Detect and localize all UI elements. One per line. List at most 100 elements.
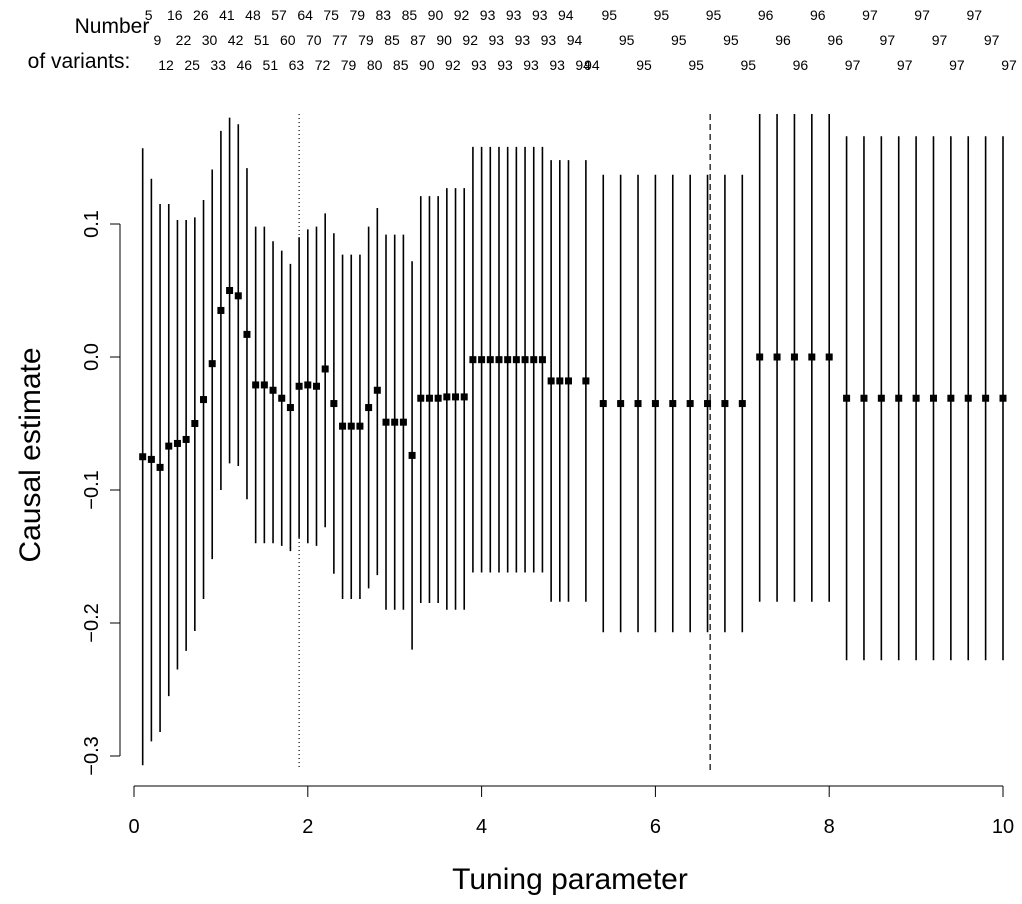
point-estimate-marker [877,394,885,402]
point-estimate-marker [478,356,486,364]
variant-count-label: 96 [827,32,843,48]
point-estimate-marker [947,394,955,402]
variant-count-label: 95 [654,7,670,23]
y-tick-label: 0.1 [81,210,103,238]
point-estimate-marker [669,400,677,408]
variant-count-label: 9 [153,32,161,48]
y-tick-label: −0.2 [81,603,103,642]
point-estimate-marker [330,400,338,408]
point-estimate-marker [312,382,320,390]
point-estimate-marker [512,356,520,364]
y-tick-label: −0.1 [81,470,103,509]
y-axis-label: Causal estimate [14,347,47,562]
point-estimate-marker [417,394,425,402]
point-estimate-marker [252,381,260,389]
variant-count-label: 16 [167,7,183,23]
variant-count-label: 93 [471,57,487,73]
point-estimate-marker [399,418,407,426]
variant-count-label: 41 [219,7,235,23]
variant-count-label: 93 [480,7,496,23]
variant-count-label: 95 [688,57,704,73]
variant-count-label: 12 [158,57,174,73]
variant-count-label: 97 [949,57,965,73]
variant-count-label: 87 [410,32,426,48]
point-estimate-marker [260,381,268,389]
variant-count-label: 26 [193,7,209,23]
point-estimate-marker [243,330,251,338]
point-estimate-marker [651,400,659,408]
point-estimate-marker [356,422,364,430]
variant-count-label: 83 [376,7,392,23]
point-estimate-marker [295,382,303,390]
point-estimate-marker [686,400,694,408]
point-estimate-marker [738,400,746,408]
variant-count-label: 96 [775,32,791,48]
variant-count-label: 72 [315,57,331,73]
variant-count-label: 85 [393,57,409,73]
variant-count-label: 94 [567,32,583,48]
point-estimate-marker [200,396,208,404]
x-ticks: 0 2 4 6 8 10 [128,786,1014,838]
variant-count-label: 48 [245,7,261,23]
point-estimate-marker [139,453,147,461]
variant-count-label: 97 [880,32,896,48]
variant-count-label: 57 [271,7,287,23]
header-label-line1: Number [75,15,150,38]
point-estimate-marker [538,356,546,364]
variant-count-label: 93 [549,57,565,73]
variant-count-label: 75 [323,7,339,23]
point-estimate-marker [521,356,529,364]
point-estimate-marker [373,386,381,394]
y-tick-label: 0.0 [81,343,103,371]
point-estimate-marker [452,393,460,401]
point-estimate-marker [982,394,990,402]
variant-count-label: 80 [367,57,383,73]
point-estimate-marker [634,400,642,408]
variant-count-label: 95 [601,7,617,23]
point-estimate-marker [278,394,286,402]
x-tick-label: 10 [992,816,1014,838]
point-estimate-marker [495,356,503,364]
point-estimate-marker [756,353,764,361]
variant-count-label: 92 [462,32,478,48]
point-estimate-marker [408,451,416,459]
point-estimate-marker [895,394,903,402]
point-estimate-marker [547,377,555,385]
point-estimate-marker [286,404,294,412]
variant-count-label: 96 [758,7,774,23]
point-estimate-marker [156,463,164,471]
point-estimate-marker [860,394,868,402]
point-estimate-marker [165,442,173,450]
point-estimate-marker [704,400,712,408]
variant-count-label: 79 [341,57,357,73]
variant-count-label: 60 [280,32,296,48]
point-estimate-marker [391,418,399,426]
x-tick-label: 2 [302,816,313,838]
variant-count-label: 95 [671,32,687,48]
point-estimate-marker [773,353,781,361]
point-estimate-marker [790,353,798,361]
variant-count-label: 94 [558,7,574,23]
x-axis: 0 2 4 6 8 10 [128,785,1014,838]
point-estimate-marker [182,435,190,443]
variant-count-label: 85 [384,32,400,48]
variant-count-label: 70 [306,32,322,48]
variant-count-label: 96 [793,57,809,73]
point-estimate-marker [269,386,277,394]
confidence-intervals [141,114,1004,766]
point-estimate-marker [382,418,390,426]
point-estimate-marker [217,306,225,314]
variant-count-label: 93 [523,57,539,73]
point-estimate-marker [347,422,355,430]
variant-count-label: 95 [636,57,652,73]
variant-count-label: 97 [984,32,1000,48]
variant-count-label: 90 [419,57,435,73]
y-ticks: −0.3 −0.2 −0.1 0.0 0.1 [81,210,120,776]
point-estimate-marker [912,394,920,402]
variant-count-label: 79 [358,32,374,48]
point-estimate-marker [825,353,833,361]
point-estimate-marker [147,455,155,463]
variant-count-label: 51 [254,32,270,48]
variant-count-label: 96 [810,7,826,23]
